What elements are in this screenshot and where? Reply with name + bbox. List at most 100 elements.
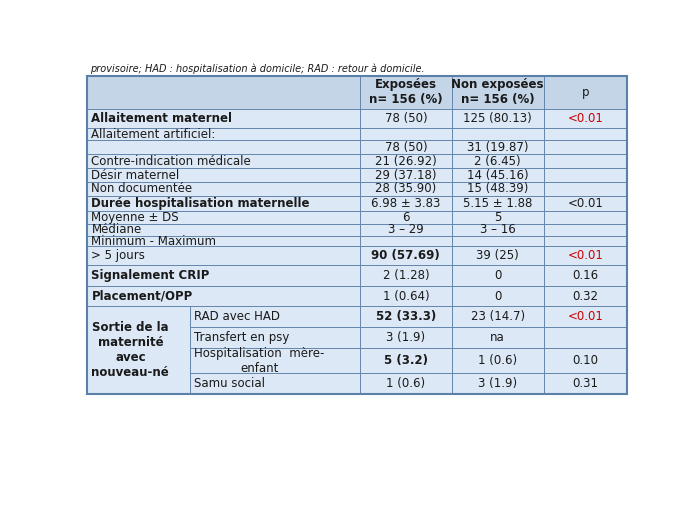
Bar	[452, 246, 544, 265]
Text: Non documentée: Non documentée	[91, 182, 192, 195]
Bar	[452, 196, 544, 211]
Text: 3 (1.9): 3 (1.9)	[478, 377, 517, 390]
Text: 0.10: 0.10	[572, 354, 599, 367]
Text: 0.16: 0.16	[572, 269, 599, 282]
Text: na: na	[490, 331, 505, 344]
Text: provisoire; HAD : hospitalisation à domicile; RAD : retour à domicile.: provisoire; HAD : hospitalisation à domi…	[90, 64, 424, 74]
Text: 125 (80.13): 125 (80.13)	[464, 112, 532, 125]
Bar	[544, 140, 627, 154]
Bar	[87, 211, 360, 224]
Text: Sortie de la
maternité
avec
nouveau-né: Sortie de la maternité avec nouveau-né	[91, 321, 169, 379]
Bar	[452, 109, 544, 128]
Text: 39 (25): 39 (25)	[476, 249, 519, 262]
Bar	[190, 327, 360, 348]
Text: Signalement CRIP: Signalement CRIP	[91, 269, 210, 282]
Bar	[452, 327, 544, 348]
Bar	[544, 76, 627, 109]
Text: 1 (0.64): 1 (0.64)	[383, 289, 429, 303]
Bar	[360, 348, 452, 373]
Bar	[452, 128, 544, 140]
Text: 78 (50): 78 (50)	[385, 141, 427, 154]
Bar	[544, 224, 627, 236]
Bar	[452, 373, 544, 394]
Text: p: p	[582, 85, 589, 99]
Bar	[452, 140, 544, 154]
Bar	[544, 109, 627, 128]
Text: Minimum - Maximum: Minimum - Maximum	[91, 235, 217, 248]
Bar	[87, 168, 360, 182]
Bar	[360, 196, 452, 211]
Text: > 5 jours: > 5 jours	[91, 249, 145, 262]
Text: Hospitalisation  mère-
enfant: Hospitalisation mère- enfant	[194, 347, 325, 374]
Text: RAD avec HAD: RAD avec HAD	[194, 310, 280, 323]
Text: <0.01: <0.01	[567, 310, 604, 323]
Bar	[452, 306, 544, 327]
Bar	[87, 246, 360, 265]
Bar	[87, 140, 360, 154]
Text: 5 (3.2): 5 (3.2)	[384, 354, 428, 367]
Bar	[452, 265, 544, 286]
Bar	[452, 168, 544, 182]
Bar	[360, 76, 452, 109]
Bar	[452, 236, 544, 246]
Bar	[190, 373, 360, 394]
Bar	[360, 140, 452, 154]
Text: 3 – 29: 3 – 29	[388, 224, 424, 236]
Bar	[360, 373, 452, 394]
Text: Contre-indication médicale: Contre-indication médicale	[91, 154, 251, 168]
Text: 6.98 ± 3.83: 6.98 ± 3.83	[371, 197, 441, 210]
Text: 2 (6.45): 2 (6.45)	[475, 154, 521, 168]
Bar	[87, 76, 627, 394]
Bar	[544, 348, 627, 373]
Bar	[360, 154, 452, 168]
Bar	[360, 211, 452, 224]
Text: 0: 0	[494, 289, 501, 303]
Bar	[360, 109, 452, 128]
Bar	[87, 128, 360, 140]
Bar	[544, 236, 627, 246]
Text: 0.32: 0.32	[572, 289, 599, 303]
Text: 5.15 ± 1.88: 5.15 ± 1.88	[463, 197, 533, 210]
Bar	[360, 246, 452, 265]
Text: 0.31: 0.31	[572, 377, 599, 390]
Text: 78 (50): 78 (50)	[385, 112, 427, 125]
Bar	[87, 76, 360, 109]
Text: 15 (48.39): 15 (48.39)	[467, 182, 528, 195]
Bar	[87, 182, 360, 196]
Bar	[544, 128, 627, 140]
Text: Placement/OPP: Placement/OPP	[91, 289, 192, 303]
Text: 3 – 16: 3 – 16	[480, 224, 516, 236]
Text: 0: 0	[494, 269, 501, 282]
Text: <0.01: <0.01	[567, 249, 604, 262]
Text: Moyenne ± DS: Moyenne ± DS	[91, 211, 179, 224]
Bar	[544, 327, 627, 348]
Text: Transfert en psy: Transfert en psy	[194, 331, 289, 344]
Bar	[452, 154, 544, 168]
Bar	[544, 265, 627, 286]
Bar	[87, 265, 360, 286]
Bar	[544, 154, 627, 168]
Text: 28 (35.90): 28 (35.90)	[375, 182, 436, 195]
Bar	[452, 182, 544, 196]
Bar	[452, 286, 544, 306]
Text: 90 (57.69): 90 (57.69)	[372, 249, 441, 262]
Text: Allaitement maternel: Allaitement maternel	[91, 112, 232, 125]
Text: 52 (33.3): 52 (33.3)	[376, 310, 436, 323]
Text: Médiane: Médiane	[91, 224, 141, 236]
Bar	[190, 306, 360, 327]
Text: 21 (26.92): 21 (26.92)	[375, 154, 437, 168]
Bar	[452, 211, 544, 224]
Bar	[452, 224, 544, 236]
Bar	[360, 182, 452, 196]
Text: 2 (1.28): 2 (1.28)	[383, 269, 429, 282]
Bar	[544, 196, 627, 211]
Bar	[544, 306, 627, 327]
Bar	[87, 236, 360, 246]
Bar	[87, 196, 360, 211]
Text: Non exposées
n= 156 (%): Non exposées n= 156 (%)	[452, 78, 544, 106]
Text: 1 (0.6): 1 (0.6)	[386, 377, 425, 390]
Bar	[544, 373, 627, 394]
Text: Allaitement artificiel:: Allaitement artificiel:	[91, 128, 216, 141]
Bar	[360, 168, 452, 182]
Text: 23 (14.7): 23 (14.7)	[470, 310, 525, 323]
